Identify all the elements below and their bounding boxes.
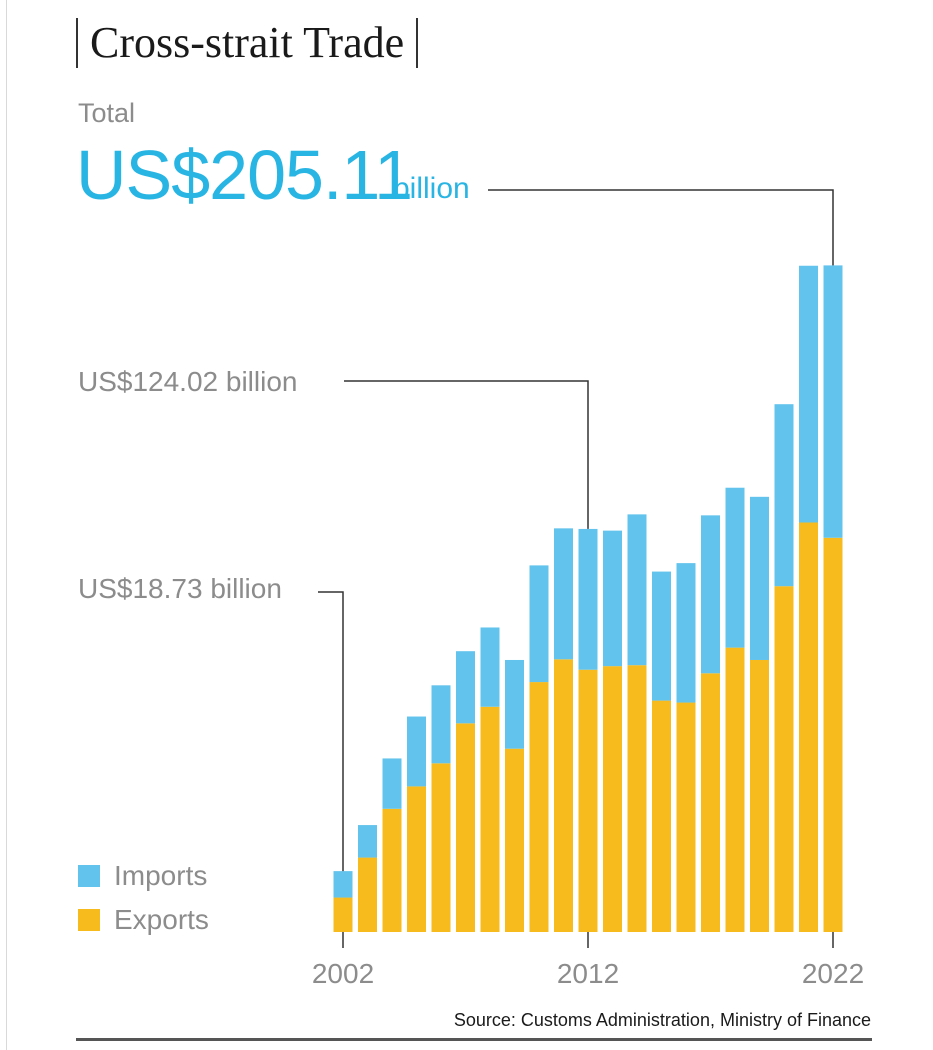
total-label: Total [78,98,136,128]
bar-imports-2014 [627,514,647,666]
title-block: Cross-strait Trade [76,16,419,70]
bar-imports-2018 [725,487,745,648]
bar-exports-2006 [431,763,451,932]
bar-imports-2004 [382,758,402,809]
bar-exports-2015 [652,700,671,932]
bar-exports-2004 [382,808,402,932]
legend-imports: Imports [78,862,207,890]
bar-exports-2008 [480,706,500,932]
chart-title: Cross-strait Trade [90,18,405,67]
x-tick-label: 2022 [801,958,865,989]
bar-imports-2010 [529,565,549,683]
bar-exports-2009 [505,748,524,932]
bar-exports-2013 [603,666,622,932]
bar-exports-2018 [725,647,745,932]
x-tick-label: 2012 [556,958,620,989]
bar-imports-2007 [456,651,475,724]
bar-imports-2009 [505,659,524,749]
bar-exports-2012 [578,669,598,932]
callout-label-2002: US$18.73 billion [78,573,282,604]
bar-exports-2007 [456,723,475,932]
title-right-bar [416,18,419,68]
bar-imports-2005 [407,716,426,787]
imports-swatch [78,865,100,887]
bar-imports-2015 [652,571,671,701]
bar-exports-2022 [823,537,843,932]
bar-imports-2003 [358,825,377,858]
bar-imports-2021 [799,265,818,523]
bar-exports-2017 [701,673,720,932]
legend-imports-label: Imports [114,860,208,891]
bar-exports-2011 [554,659,573,932]
title-left-bar [76,18,78,68]
bar-imports-2020 [774,404,794,587]
x-tick-label: 2002 [311,958,375,989]
bottom-rule [76,1038,872,1041]
bar-exports-2005 [407,786,426,932]
page-left-rule [6,0,7,1050]
bar-exports-2014 [627,665,647,932]
legend-exports-label: Exports [114,904,209,935]
bar-imports-2022 [823,265,843,538]
total-unit: billion [393,172,470,205]
bar-exports-2016 [676,702,696,932]
bar-exports-2020 [774,586,794,932]
bar-exports-2019 [750,659,769,932]
leader-line-2012 [344,380,589,529]
bar-imports-2012 [578,528,598,670]
bar-exports-2021 [799,522,818,932]
leader-line-2002 [318,591,344,872]
exports-swatch [78,909,100,931]
callout-label-2012: US$124.02 billion [78,366,298,397]
bar-imports-2006 [431,685,451,764]
bar-imports-2008 [480,627,500,707]
source-note: Source: Customs Administration, Ministry… [453,1010,871,1030]
bar-imports-2019 [750,496,769,660]
leader-line-total [488,189,834,266]
total-amount: US$205.11 [76,136,413,214]
bar-exports-2003 [358,857,377,932]
bar-imports-2011 [554,528,573,660]
bar-exports-2010 [529,682,549,932]
legend-exports: Exports [78,906,209,934]
bar-imports-2017 [701,515,720,674]
bar-imports-2016 [676,563,696,703]
bar-imports-2002 [333,871,353,898]
bar-exports-2002 [333,897,353,932]
bar-imports-2013 [603,530,622,667]
